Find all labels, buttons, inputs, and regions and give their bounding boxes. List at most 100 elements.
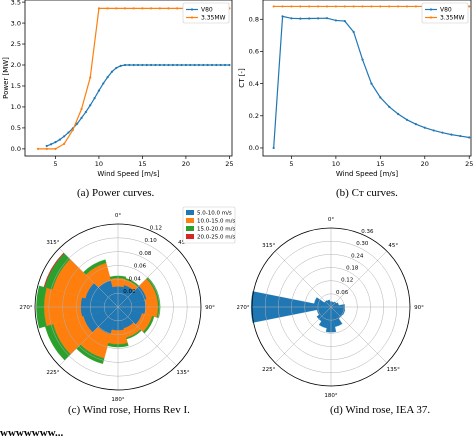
- data-point: [343, 19, 346, 23]
- data-point: [123, 63, 127, 67]
- x-tick-label: 25: [465, 160, 473, 168]
- data-point: [132, 63, 135, 67]
- ct-curve-chart: 5 10 15 20 25 0.0 0.2 0.4 0.6 0.8 Wind Speed [m/s]…: [238, 0, 473, 178]
- legend-label: 3.35MW: [440, 15, 465, 22]
- data-point: [89, 76, 92, 79]
- data-point: [414, 123, 417, 126]
- angle-label: 180°: [111, 397, 124, 403]
- data-point: [397, 112, 400, 116]
- radial-tick-label: 0.18: [346, 266, 359, 272]
- data-point: [352, 30, 355, 34]
- data-point: [450, 133, 453, 136]
- legend-marker: [429, 8, 433, 11]
- angle-label: 225°: [262, 367, 275, 373]
- data-point: [76, 122, 79, 125]
- legend-swatch: [186, 234, 194, 239]
- data-point: [343, 5, 346, 8]
- data-point: [317, 5, 320, 8]
- y-tick-label: 0.5: [11, 124, 21, 132]
- data-point: [80, 116, 83, 119]
- x-tick-label: 10: [332, 160, 340, 168]
- data-point: [115, 7, 118, 10]
- data-point: [119, 64, 122, 67]
- data-point: [93, 97, 96, 100]
- data-point: [89, 104, 92, 107]
- legend-label: 3.35MW: [201, 15, 226, 22]
- wind-bar: [326, 299, 332, 308]
- x-tick-label: 5: [53, 160, 57, 168]
- angle-label: 270°: [237, 305, 250, 311]
- data-point: [136, 63, 140, 67]
- data-point: [150, 7, 153, 10]
- x-tick-label: 5: [289, 160, 293, 168]
- caption-wind-rose-iea: (d) Wind rose, IEA 37.: [330, 404, 431, 416]
- legend-marker: [190, 16, 194, 19]
- data-point: [423, 126, 426, 129]
- data-point: [115, 66, 118, 70]
- angle-label: 225°: [46, 370, 59, 376]
- data-point: [49, 143, 53, 146]
- caption-power-curves: (a) Power curves.: [77, 187, 155, 199]
- y-tick-label: 0.4: [249, 80, 259, 88]
- data-point: [80, 107, 83, 111]
- data-point: [197, 63, 201, 67]
- wind-bar: [126, 329, 142, 340]
- y-axis-label: CT [-]: [238, 68, 246, 88]
- angular-grid-line: [59, 248, 119, 308]
- data-point: [272, 146, 275, 150]
- data-point: [388, 105, 391, 108]
- series-line-3-35mw: [38, 7, 230, 150]
- y-tick-label: 0.0: [249, 144, 259, 152]
- angular-grid-line: [330, 306, 388, 364]
- data-point: [97, 7, 101, 10]
- data-point: [228, 63, 231, 67]
- data-point: [163, 63, 166, 67]
- data-point: [206, 63, 209, 67]
- data-point: [158, 7, 161, 10]
- radial-tick-label: 0.12: [150, 225, 162, 231]
- cut-off-text-line: wwwwwww...: [0, 431, 64, 438]
- data-point: [317, 17, 320, 20]
- angle-label: 45°: [178, 240, 188, 246]
- data-point: [215, 63, 218, 67]
- data-point: [468, 5, 471, 8]
- wind-rose-horns-rev-chart: 0.02 0.04 0.06 0.08 0.10 0.12 0° 45° 90° 135° 180°…: [19, 206, 236, 403]
- legend-swatch: [186, 226, 194, 231]
- legend-label: V80: [201, 7, 213, 14]
- data-point: [210, 63, 214, 67]
- data-point: [308, 5, 311, 8]
- x-tick-label: 20: [421, 160, 429, 168]
- angle-label: 270°: [19, 305, 32, 311]
- data-point: [459, 134, 462, 138]
- legend-box: [182, 206, 236, 244]
- data-point: [102, 82, 105, 85]
- angle-label: 315°: [46, 240, 59, 246]
- radial-tick-label: 0.04: [129, 276, 142, 282]
- data-point: [167, 7, 170, 10]
- data-point: [272, 5, 275, 8]
- plot-frame: [24, 0, 233, 157]
- y-tick-label: 0.6: [249, 48, 259, 56]
- data-point: [432, 129, 435, 132]
- angle-label: 90°: [414, 305, 424, 311]
- legend-swatch: [186, 210, 194, 215]
- data-point: [361, 58, 364, 61]
- power-curve-chart: 5 10 15 20 25 0.0 0.5 1.0 1.5 2.0 2.5 3.0 3.5 Wind Sp…: [2, 0, 234, 178]
- wind-rose-iea37-chart: 0.06 0.12 0.18 0.24 0.30 0.36 0° 45° 90° 135° 180°…: [237, 217, 424, 399]
- data-point: [352, 5, 355, 8]
- data-point: [379, 96, 382, 99]
- data-point: [281, 15, 284, 18]
- data-point: [132, 7, 135, 10]
- radial-tick-label: 0.36: [361, 229, 374, 235]
- y-tick-label: 1.0: [11, 103, 21, 111]
- data-point: [281, 5, 284, 8]
- angle-label: 180°: [324, 393, 337, 399]
- data-point: [123, 7, 127, 10]
- data-point: [67, 131, 70, 134]
- data-point: [405, 5, 409, 8]
- angle-label: 45°: [388, 243, 398, 249]
- data-point: [58, 138, 61, 141]
- y-tick-label: 3.0: [11, 19, 21, 27]
- data-point: [54, 141, 57, 144]
- plot-frame: [262, 0, 472, 157]
